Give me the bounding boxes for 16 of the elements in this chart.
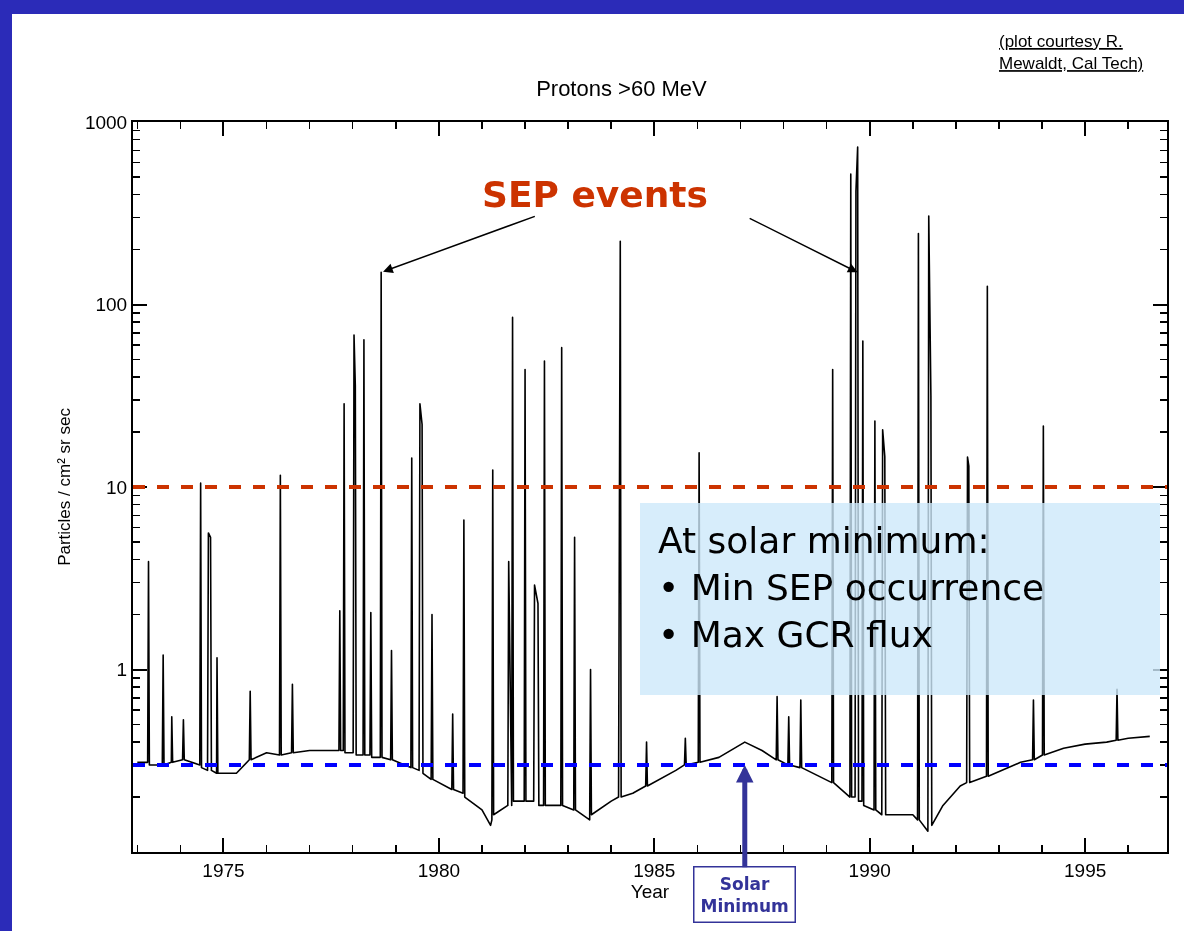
y-tick-label: 1 [116,659,128,681]
y-axis-title: Particles / cm² sr sec [54,407,74,566]
x-tick-label: 1980 [417,859,461,881]
chart-title: Protons >60 MeV [536,75,708,101]
x-tick-label: 1995 [1064,859,1107,881]
y-tick-label: 100 [95,294,128,316]
y-tick-label: 10 [106,476,128,498]
y-tick-label: 1000 [84,111,128,133]
note-panel: At solar minimum: • Min SEP occurrence • Max GCR flux [640,503,1160,695]
x-tick-label: 1975 [202,859,245,881]
annotation: SEP events [482,174,709,215]
x-tick-label: 1990 [848,859,891,881]
annotation: Solar Minimum [700,873,789,916]
text: (plot courtesy R. Mewaldt, Cal Tech) [999,32,1144,74]
x-tick-label: 1985 [633,859,676,881]
x-axis-title: Year [630,880,670,902]
